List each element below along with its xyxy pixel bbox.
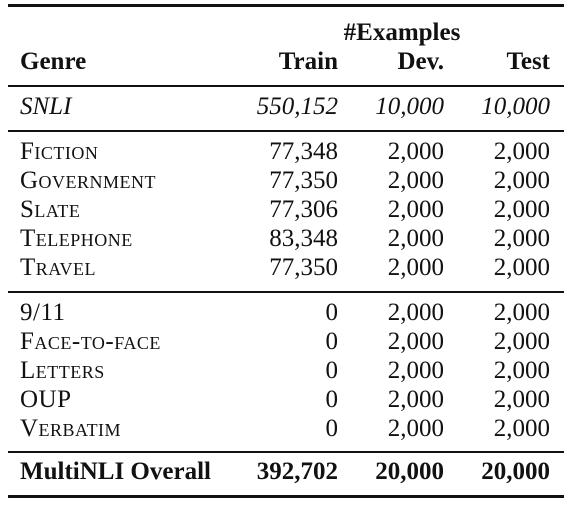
genre-cell: Slate	[20, 196, 81, 223]
table-row: Letters 0 2,000 2,000	[0, 356, 570, 386]
dev-cell: 2,000	[387, 357, 444, 384]
train-cell: 0	[325, 357, 339, 384]
train-cell: 550,152	[256, 93, 338, 120]
group-header-row: #Examples	[0, 18, 570, 48]
table-row: Telephone 83,348 2,000 2,000	[0, 224, 570, 254]
test-cell: 2,000	[493, 328, 550, 355]
train-cell: 0	[325, 328, 339, 355]
train-cell: 77,350	[269, 167, 338, 194]
table-row: Travel 77,350 2,000 2,000	[0, 253, 570, 283]
train-cell: 0	[325, 415, 339, 442]
test-cell: 2,000	[493, 167, 550, 194]
dev-column-header: Dev.	[397, 48, 444, 75]
table-row: Government 77,350 2,000 2,000	[0, 166, 570, 196]
test-cell: 2,000	[493, 357, 550, 384]
genre-cell: Verbatim	[20, 415, 122, 442]
genre-cell: OUP	[20, 386, 72, 413]
train-cell: 0	[325, 386, 339, 413]
dev-cell: 20,000	[375, 458, 444, 485]
train-cell: 77,348	[269, 138, 338, 165]
genre-cell: Letters	[20, 357, 105, 384]
train-cell: 83,348	[269, 225, 338, 252]
overall-row: MultiNLI Overall 392,702 20,000 20,000	[0, 457, 570, 487]
genre-cell: Telephone	[20, 225, 133, 252]
test-cell: 2,000	[493, 225, 550, 252]
snli-row: SNLI 550,152 10,000 10,000	[0, 92, 570, 122]
examples-group-header: #Examples	[343, 19, 461, 46]
header-rule	[8, 85, 564, 87]
dev-cell: 2,000	[387, 415, 444, 442]
test-cell: 2,000	[493, 415, 550, 442]
test-column-header: Test	[506, 48, 550, 75]
table-row: 9/11 0 2,000 2,000	[0, 298, 570, 328]
genre-cell: SNLI	[20, 93, 72, 120]
genre-cell: Government	[20, 167, 157, 194]
test-cell: 2,000	[493, 299, 550, 326]
test-cell: 2,000	[493, 386, 550, 413]
dev-cell: 2,000	[387, 138, 444, 165]
bottom-rule	[8, 495, 564, 498]
train-cell: 77,350	[269, 254, 338, 281]
dev-cell: 2,000	[387, 196, 444, 223]
table-row: Slate 77,306 2,000 2,000	[0, 195, 570, 225]
train-cell: 392,702	[256, 458, 338, 485]
dev-cell: 2,000	[387, 386, 444, 413]
dev-cell: 2,000	[387, 299, 444, 326]
table-row: OUP 0 2,000 2,000	[0, 385, 570, 415]
train-cell: 77,306	[269, 196, 338, 223]
test-cell: 20,000	[481, 458, 550, 485]
table-row: Verbatim 0 2,000 2,000	[0, 414, 570, 444]
matched-rule	[8, 291, 564, 293]
test-cell: 2,000	[493, 254, 550, 281]
column-header-row: Genre Train Dev. Test	[0, 47, 570, 77]
mismatched-rule	[8, 451, 564, 453]
genre-cell: 9/11	[20, 299, 66, 326]
dev-cell: 2,000	[387, 254, 444, 281]
train-cell: 0	[325, 299, 339, 326]
dev-cell: 10,000	[375, 93, 444, 120]
table-row: Fiction 77,348 2,000 2,000	[0, 137, 570, 167]
genre-cell: Fiction	[20, 138, 99, 165]
test-cell: 2,000	[493, 138, 550, 165]
genre-column-header: Genre	[20, 48, 87, 75]
test-cell: 10,000	[481, 93, 550, 120]
dev-cell: 2,000	[387, 225, 444, 252]
snli-rule	[8, 130, 564, 132]
genre-cell: MultiNLI Overall	[20, 458, 211, 485]
genre-cell: Face-to-face	[20, 328, 161, 355]
train-column-header: Train	[278, 48, 338, 75]
test-cell: 2,000	[493, 196, 550, 223]
dev-cell: 2,000	[387, 167, 444, 194]
top-rule	[8, 4, 564, 7]
table-row: Face-to-face 0 2,000 2,000	[0, 327, 570, 357]
genre-cell: Travel	[20, 254, 96, 281]
dev-cell: 2,000	[387, 328, 444, 355]
